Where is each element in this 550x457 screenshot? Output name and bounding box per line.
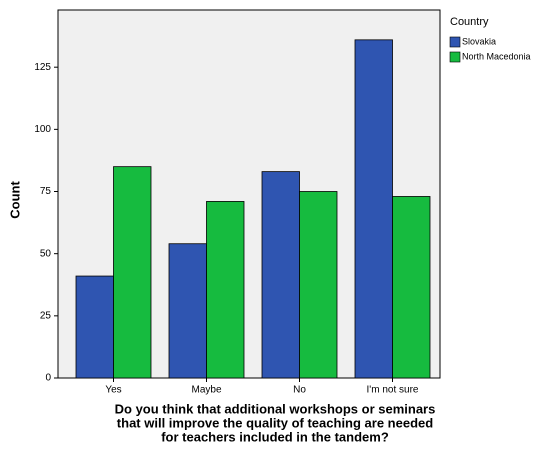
bar <box>75 275 114 379</box>
bar <box>299 191 338 379</box>
x-axis-label: Do you think that additional workshops o… <box>115 401 436 416</box>
bar <box>168 243 207 379</box>
x-tick-label: Maybe <box>191 385 221 396</box>
x-axis-label: that will improve the quality of teachin… <box>117 415 433 430</box>
bar <box>206 201 245 379</box>
legend-swatch <box>449 51 461 63</box>
y-tick-label: 75 <box>40 186 52 197</box>
x-tick-label: Yes <box>105 385 121 396</box>
bar <box>113 166 152 379</box>
y-tick-label: 50 <box>40 248 52 259</box>
x-axis-label: for teachers included in the tandem? <box>161 429 389 444</box>
bar <box>392 196 431 379</box>
legend-label: Slovakia <box>462 36 496 46</box>
legend-title: Country <box>450 16 489 28</box>
y-tick-label: 0 <box>45 373 51 384</box>
legend-label: North Macedonia <box>462 51 531 61</box>
y-tick-label: 125 <box>34 62 51 73</box>
y-tick-label: 100 <box>34 124 51 135</box>
bar <box>354 39 393 379</box>
x-tick-label: I'm not sure <box>367 385 419 396</box>
x-tick-label: No <box>293 385 306 396</box>
y-tick-label: 25 <box>40 310 52 321</box>
legend-swatch <box>449 36 461 48</box>
bar <box>261 171 300 379</box>
y-axis-label: Count <box>7 181 22 219</box>
